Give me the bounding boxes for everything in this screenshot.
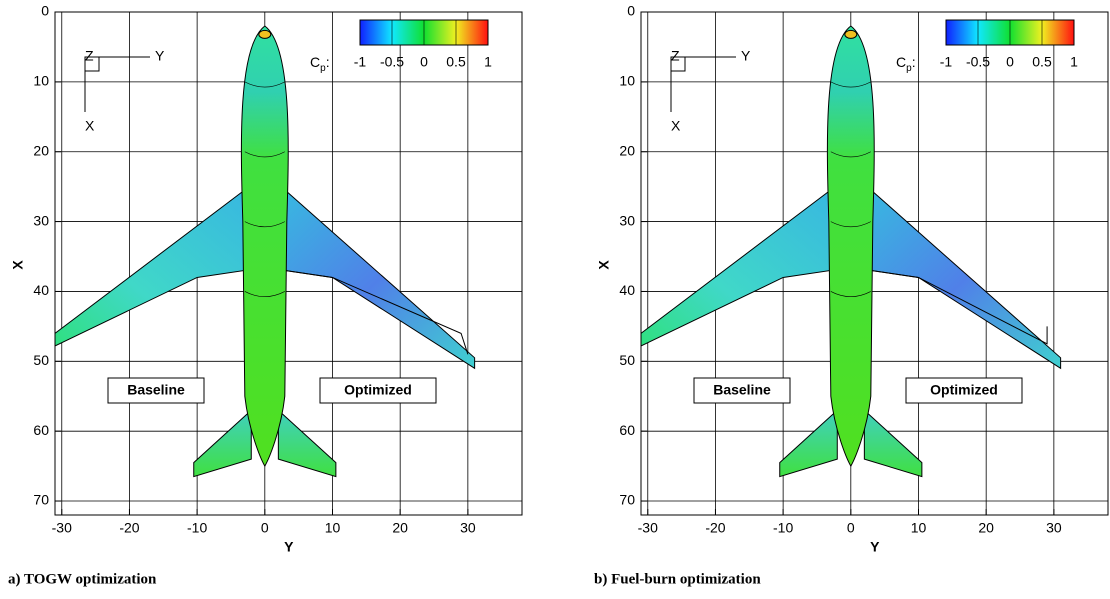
contour-line <box>244 81 285 88</box>
contour-line <box>830 81 871 88</box>
colorbar-label-base: C <box>896 54 906 70</box>
colorbar-tick-label: 1 <box>484 54 492 70</box>
x-tick-label: 0 <box>261 520 269 536</box>
triad-label: Y <box>741 48 751 64</box>
annotation-box <box>693 377 791 404</box>
y-tick-label: 0 <box>627 3 635 19</box>
x-tick-label: 20 <box>978 520 994 536</box>
colorbar-tick-label: 0 <box>420 54 428 70</box>
annotation: Optimized <box>344 382 412 398</box>
colorbar-label-suffix: : <box>912 54 916 70</box>
y-tick-label: 50 <box>619 352 635 368</box>
x-axis-label: Y <box>870 539 880 555</box>
tail-right <box>277 409 337 478</box>
caption: a) TOGW optimization <box>8 571 157 587</box>
contour-line <box>244 151 285 158</box>
colorbar-label: Cp: <box>310 54 330 74</box>
triad-label: Z <box>671 48 680 64</box>
fuselage <box>826 25 875 468</box>
nose <box>258 29 272 39</box>
triad-box <box>84 56 100 72</box>
x-tick-label: 10 <box>325 520 341 536</box>
annotation-box <box>319 377 437 404</box>
contour-line <box>830 291 871 297</box>
x-tick-label: -30 <box>52 520 72 536</box>
colorbar-tick-label: -0.5 <box>380 54 404 70</box>
y-tick-label: 60 <box>619 422 635 438</box>
triad-box <box>670 56 686 72</box>
colorbar-tick-label: 0 <box>1006 54 1014 70</box>
colorbar-label-suffix: : <box>326 54 330 70</box>
fuselage <box>240 25 289 468</box>
x-tick-label: 30 <box>460 520 476 536</box>
colorbar-label-sub: p <box>320 63 326 74</box>
baseline-outline <box>285 269 469 355</box>
colorbar-tick-label: -1 <box>354 54 367 70</box>
x-tick-label: -30 <box>638 520 658 536</box>
colorbar-tick-label: -1 <box>940 54 953 70</box>
y-tick-label: 10 <box>619 73 635 89</box>
y-tick-label: 50 <box>33 352 49 368</box>
colorbar-tick-label: 0.5 <box>1032 54 1052 70</box>
frame <box>640 11 1109 516</box>
y-tick-label: 10 <box>33 73 49 89</box>
colorbar-label: Cp: <box>896 54 916 74</box>
x-tick-label: -10 <box>773 520 793 536</box>
y-tick-label: 60 <box>33 422 49 438</box>
y-tick-label: 20 <box>33 142 49 158</box>
y-tick-label: 70 <box>619 492 635 508</box>
triad-label: X <box>671 118 681 134</box>
y-tick-label: 40 <box>33 282 49 298</box>
y-tick-label: 20 <box>619 142 635 158</box>
colorbar-tick-label: 0.5 <box>446 54 466 70</box>
tail-right <box>863 409 923 478</box>
caption: b) Fuel-burn optimization <box>594 571 761 587</box>
triad-label: X <box>85 118 95 134</box>
y-tick-label: 70 <box>33 492 49 508</box>
contour-line <box>830 221 871 228</box>
frame <box>54 11 523 516</box>
annotation: Baseline <box>127 382 185 398</box>
x-axis-label: Y <box>284 539 294 555</box>
x-tick-label: 0 <box>847 520 855 536</box>
annotation-box <box>905 377 1023 404</box>
x-tick-label: -20 <box>705 520 725 536</box>
x-tick-label: -10 <box>187 520 207 536</box>
colorbar-label-sub: p <box>906 63 912 74</box>
contour-line <box>244 221 285 228</box>
contour-line <box>244 291 285 297</box>
baseline-outline <box>871 269 1048 345</box>
annotation: Optimized <box>930 382 998 398</box>
nose <box>844 29 858 39</box>
y-tick-label: 30 <box>619 212 635 228</box>
contour-line <box>830 151 871 158</box>
y-tick-label: 30 <box>33 212 49 228</box>
x-tick-label: 10 <box>911 520 927 536</box>
y-axis-label: X <box>10 260 26 270</box>
annotation: Baseline <box>713 382 771 398</box>
colorbar-tick-label: -0.5 <box>966 54 990 70</box>
colorbar-tick-label: 1 <box>1070 54 1078 70</box>
y-axis-label: X <box>596 260 612 270</box>
triad-label: Y <box>155 48 165 64</box>
tail-left <box>193 409 252 478</box>
x-tick-label: -20 <box>119 520 139 536</box>
triad-label: Z <box>85 48 94 64</box>
annotation-box <box>107 377 205 404</box>
x-tick-label: 20 <box>392 520 408 536</box>
tail-left <box>779 409 838 478</box>
colorbar-label-base: C <box>310 54 320 70</box>
x-tick-label: 30 <box>1046 520 1062 536</box>
y-tick-label: 0 <box>41 3 49 19</box>
y-tick-label: 40 <box>619 282 635 298</box>
